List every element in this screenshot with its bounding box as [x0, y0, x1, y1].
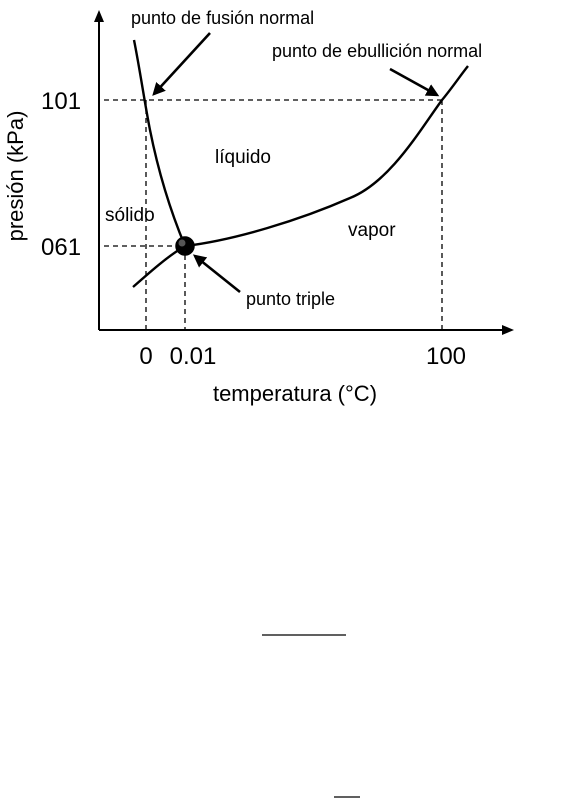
solid-liquid-curve: [132, 39, 187, 247]
x-axis-label: temperatura (°C): [213, 381, 377, 406]
region-vapor-label: vapor: [348, 220, 396, 241]
triple-point-highlight: [178, 239, 186, 247]
y-axis-arrowhead: [94, 10, 104, 22]
triple-point-arrow: [192, 254, 241, 294]
triple-point-label: punto triple: [246, 289, 335, 309]
y-tick-101: 101: [41, 88, 81, 115]
melting-point-arrow: [152, 32, 211, 96]
solid-vapor-curve: [132, 244, 186, 288]
region-solid-label: sólido: [105, 205, 155, 226]
x-tick-001: 0.01: [170, 343, 217, 370]
triple-point-dot: [175, 236, 195, 256]
region-liquid-label: líquido: [215, 147, 271, 168]
melting-point-label: punto de fusión normal: [131, 8, 314, 28]
y-tick-061: 061: [41, 234, 81, 261]
boiling-point-arrow: [389, 67, 440, 97]
x-tick-0: 0: [139, 343, 152, 370]
x-axis-arrowhead: [502, 325, 514, 335]
liquid-vapor-curve: [184, 65, 469, 248]
boiling-point-label: punto de ebullición normal: [272, 41, 482, 61]
y-axis-label: presión (kPa): [3, 111, 28, 242]
x-tick-100: 100: [426, 343, 466, 370]
